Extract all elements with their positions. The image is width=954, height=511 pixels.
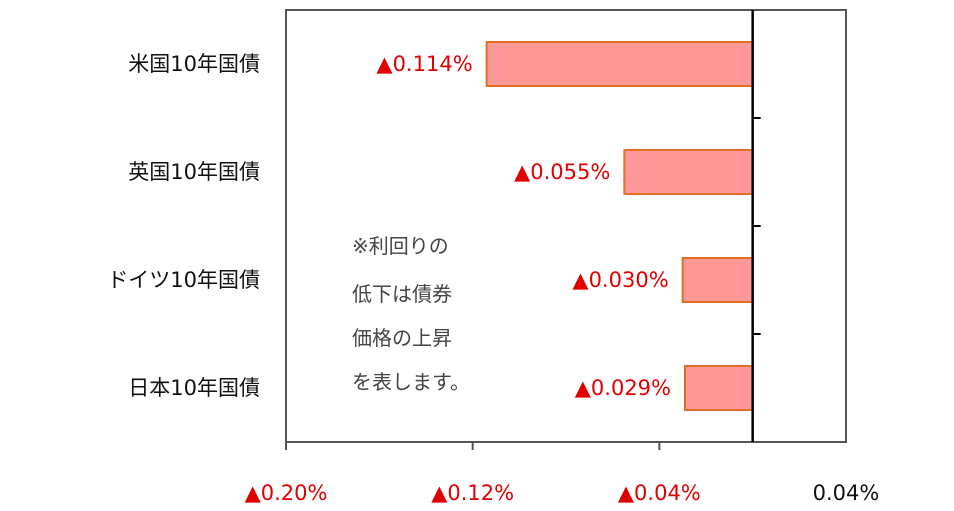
annotation-line-4: を表します。 — [352, 370, 470, 394]
annotation-line-3: 価格の上昇 — [352, 326, 452, 350]
x-tick-label-2: ▲0.04% — [618, 481, 701, 505]
bar-1 — [623, 149, 754, 195]
category-label-1: 英国10年国債 — [128, 160, 260, 184]
x-tick-label-3: 0.04% — [813, 481, 880, 505]
bar-data-label-3: ▲0.029% — [575, 376, 671, 400]
annotation-line-1: ※利回りの — [352, 234, 449, 258]
x-tick-label-1: ▲0.12% — [431, 481, 514, 505]
category-label-3: 日本10年国債 — [128, 376, 260, 400]
category-label-2: ドイツ10年国債 — [107, 268, 260, 292]
bar-2 — [681, 257, 754, 303]
bar-3 — [684, 365, 754, 411]
plot-area-frame — [285, 9, 847, 443]
bar-0 — [485, 41, 754, 87]
bar-data-label-0: ▲0.114% — [376, 52, 472, 76]
bar-data-label-1: ▲0.055% — [514, 160, 610, 184]
annotation-line-2: 低下は債券 — [352, 282, 452, 306]
x-tick-label-0: ▲0.20% — [245, 481, 328, 505]
bar-data-label-2: ▲0.030% — [572, 268, 668, 292]
category-label-0: 米国10年国債 — [128, 52, 260, 76]
